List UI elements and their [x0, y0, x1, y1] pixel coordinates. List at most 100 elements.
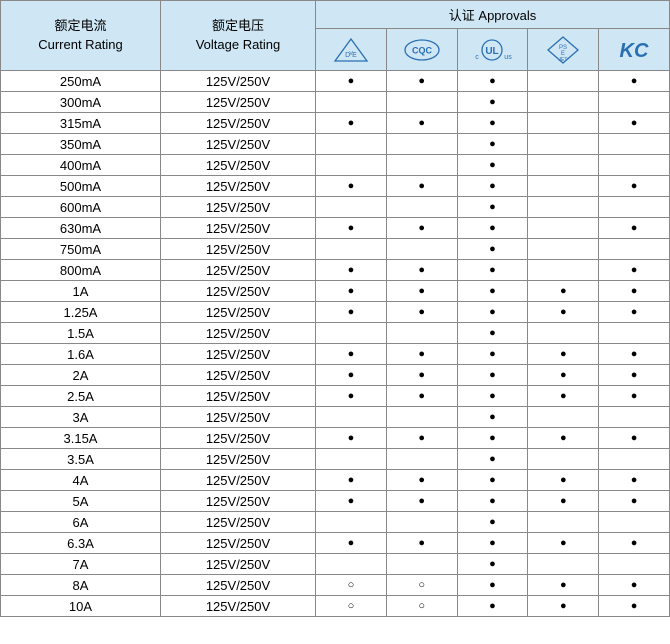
cell-mark [599, 554, 670, 575]
cell-current: 315mA [1, 113, 161, 134]
header-approvals-cn: 认证 [449, 8, 475, 23]
cell-current: 8A [1, 575, 161, 596]
approval-ul: UL c us [457, 29, 528, 71]
cell-voltage: 125V/250V [161, 554, 316, 575]
cell-voltage: 125V/250V [161, 365, 316, 386]
table-row: 400mA125V/250V● [1, 155, 670, 176]
cell-mark [528, 218, 599, 239]
cell-mark: ● [528, 281, 599, 302]
cell-voltage: 125V/250V [161, 197, 316, 218]
cell-mark: ● [599, 344, 670, 365]
svg-text:c: c [476, 54, 480, 61]
cell-mark [316, 323, 387, 344]
cell-current: 630mA [1, 218, 161, 239]
vde-icon: D E V [333, 37, 369, 63]
approval-pse: PS E JET [528, 29, 599, 71]
cell-mark: ● [457, 92, 528, 113]
cell-mark: ● [528, 470, 599, 491]
cell-voltage: 125V/250V [161, 386, 316, 407]
cell-mark: ● [599, 470, 670, 491]
cell-mark: ● [599, 281, 670, 302]
cell-mark [528, 554, 599, 575]
cell-mark: ○ [316, 596, 387, 617]
cell-mark [316, 449, 387, 470]
svg-text:UL: UL [486, 46, 499, 57]
cell-mark: ● [599, 176, 670, 197]
cell-current: 750mA [1, 239, 161, 260]
cell-mark: ● [386, 533, 457, 554]
svg-text:KC: KC [620, 40, 649, 62]
cell-voltage: 125V/250V [161, 470, 316, 491]
cell-current: 3.15A [1, 428, 161, 449]
cell-mark: ● [457, 302, 528, 323]
cell-current: 800mA [1, 260, 161, 281]
cell-voltage: 125V/250V [161, 575, 316, 596]
cell-mark [528, 323, 599, 344]
cell-mark: ● [316, 176, 387, 197]
cell-mark [386, 155, 457, 176]
cell-mark: ● [599, 302, 670, 323]
cell-mark: ● [599, 218, 670, 239]
cell-mark: ● [386, 260, 457, 281]
cell-mark [528, 113, 599, 134]
cell-mark [316, 155, 387, 176]
cell-mark: ● [386, 386, 457, 407]
cell-mark: ● [457, 71, 528, 92]
cell-mark: ● [599, 113, 670, 134]
cell-mark [386, 512, 457, 533]
cell-mark [386, 197, 457, 218]
cell-mark [386, 92, 457, 113]
cell-mark: ● [599, 533, 670, 554]
cell-mark: ● [457, 155, 528, 176]
table-row: 3.15A125V/250V●●●●● [1, 428, 670, 449]
cell-mark: ● [386, 218, 457, 239]
kc-icon: KC [619, 38, 649, 62]
cell-current: 1.5A [1, 323, 161, 344]
cell-current: 2A [1, 365, 161, 386]
table-row: 4A125V/250V●●●●● [1, 470, 670, 491]
cell-voltage: 125V/250V [161, 239, 316, 260]
cell-current: 1.6A [1, 344, 161, 365]
cell-mark: ● [457, 428, 528, 449]
cell-mark: ● [386, 176, 457, 197]
table-row: 8A125V/250V○○●●● [1, 575, 670, 596]
approval-cqc: CQC [386, 29, 457, 71]
header-approvals: 认证 Approvals [316, 1, 670, 29]
cell-mark [528, 92, 599, 113]
cell-mark [599, 407, 670, 428]
table-row: 800mA125V/250V●●●● [1, 260, 670, 281]
table-row: 250mA125V/250V●●●● [1, 71, 670, 92]
cell-voltage: 125V/250V [161, 491, 316, 512]
cell-mark: ● [599, 596, 670, 617]
cell-mark [599, 134, 670, 155]
table-body: 250mA125V/250V●●●●300mA125V/250V●315mA12… [1, 71, 670, 617]
ul-icon: UL c us [470, 37, 514, 63]
cell-mark: ● [457, 554, 528, 575]
cell-mark: ● [528, 344, 599, 365]
table-row: 1.25A125V/250V●●●●● [1, 302, 670, 323]
cell-mark: ● [457, 575, 528, 596]
table-row: 3A125V/250V● [1, 407, 670, 428]
cell-mark: ● [457, 281, 528, 302]
cell-voltage: 125V/250V [161, 134, 316, 155]
cell-current: 400mA [1, 155, 161, 176]
cell-mark: ● [457, 134, 528, 155]
cell-mark: ● [316, 533, 387, 554]
table-row: 1.5A125V/250V● [1, 323, 670, 344]
table-row: 1.6A125V/250V●●●●● [1, 344, 670, 365]
cell-mark: ● [528, 533, 599, 554]
cell-mark [316, 407, 387, 428]
cqc-icon: CQC [403, 38, 441, 62]
cell-mark: ● [386, 281, 457, 302]
cell-mark: ● [386, 428, 457, 449]
cell-mark: ● [599, 260, 670, 281]
cell-mark: ● [386, 344, 457, 365]
cell-mark: ● [457, 176, 528, 197]
cell-mark: ● [316, 344, 387, 365]
table-row: 2.5A125V/250V●●●●● [1, 386, 670, 407]
cell-mark: ○ [316, 575, 387, 596]
header-voltage-en: Voltage Rating [196, 37, 281, 52]
cell-mark: ● [316, 491, 387, 512]
header-voltage-cn: 额定电压 [212, 18, 264, 33]
cell-mark [599, 239, 670, 260]
